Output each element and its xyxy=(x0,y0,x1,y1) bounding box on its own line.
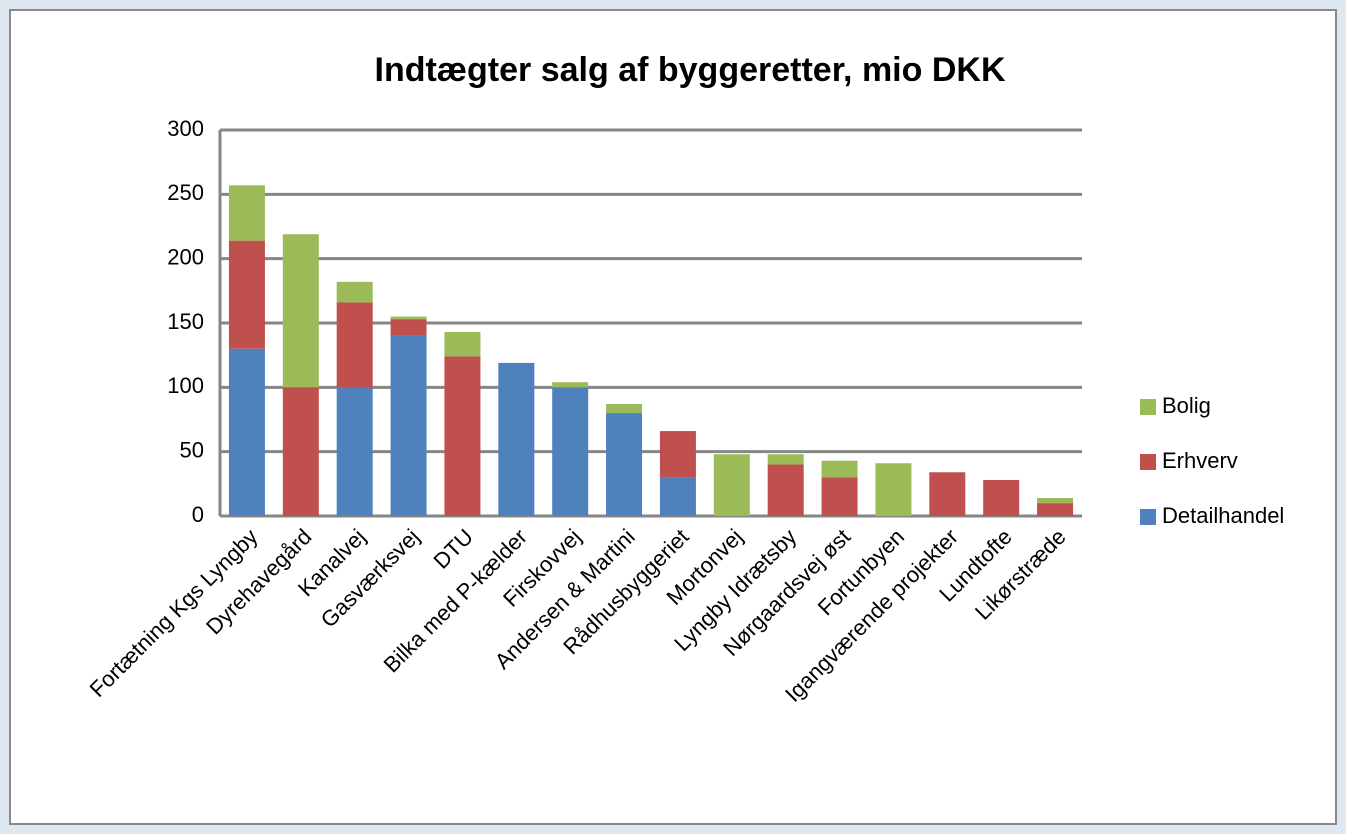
bar-segment xyxy=(336,302,373,388)
bar-segment xyxy=(336,387,373,516)
bar-segment xyxy=(767,454,804,465)
bar-segment xyxy=(1037,497,1074,504)
legend-label: Bolig xyxy=(1162,393,1211,418)
y-tick-label: 0 xyxy=(192,502,204,527)
bar-segment xyxy=(606,413,643,516)
chart-title: Indtægter salg af byggeretter, mio DKK xyxy=(375,51,1006,89)
bar-segment xyxy=(983,479,1020,516)
bar-segment xyxy=(336,281,373,303)
bar-segment xyxy=(282,234,319,388)
y-tick-label: 250 xyxy=(167,180,204,205)
bar-segment xyxy=(390,335,427,516)
y-tick-label: 300 xyxy=(167,116,204,141)
legend-label: Detailhandel xyxy=(1162,503,1284,528)
bar-segment xyxy=(228,240,265,349)
bar-segment xyxy=(282,387,319,516)
bar-segment xyxy=(1037,503,1074,516)
chart-frame xyxy=(9,9,1337,825)
bar-segment xyxy=(390,319,427,336)
bar-segment xyxy=(875,463,912,516)
bar-segment xyxy=(498,362,535,516)
bar-segment xyxy=(821,477,858,516)
bar-segment xyxy=(606,404,643,414)
bar-segment xyxy=(390,316,427,320)
bar-segment xyxy=(444,332,481,357)
y-tick-label: 50 xyxy=(180,437,204,462)
y-tick-label: 100 xyxy=(167,373,204,398)
bar-segment xyxy=(929,472,966,516)
legend-label: Erhverv xyxy=(1162,448,1238,473)
bar-segment xyxy=(821,460,858,478)
bar-segment xyxy=(228,348,265,516)
bar-segment xyxy=(659,431,696,478)
bar-segment xyxy=(552,387,589,516)
bar-segment xyxy=(444,356,481,516)
legend-swatch xyxy=(1140,399,1156,415)
legend-swatch xyxy=(1140,454,1156,470)
y-tick-label: 150 xyxy=(167,309,204,334)
bar-segment xyxy=(552,382,589,388)
bar-segment xyxy=(659,477,696,516)
y-tick-label: 200 xyxy=(167,244,204,269)
legend-swatch xyxy=(1140,509,1156,525)
bar-segment xyxy=(713,454,750,516)
bar-segment xyxy=(767,464,804,516)
bar-segment xyxy=(228,185,265,241)
